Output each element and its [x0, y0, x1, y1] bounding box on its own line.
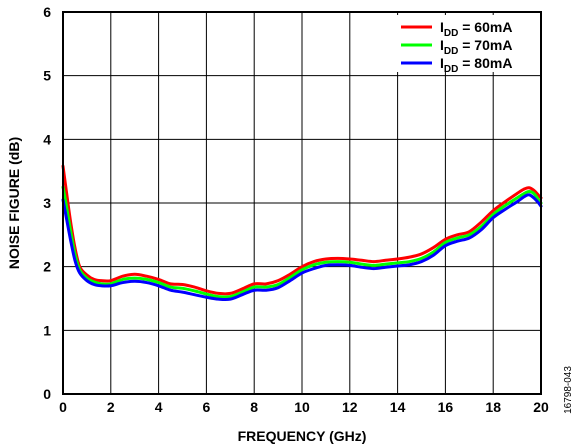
series-lines: [61, 164, 543, 302]
y-tick-label: 2: [43, 259, 51, 275]
legend-label-3: IDD = 80mA: [440, 55, 512, 75]
legend-label-subscript: DD: [444, 46, 458, 57]
x-axis-title: FREQUENCY (GHz): [238, 428, 367, 444]
x-tick-label: 2: [107, 399, 115, 415]
y-tick-label: 0: [43, 386, 51, 402]
x-tick-label: 6: [203, 399, 211, 415]
y-tick-label: 1: [43, 322, 51, 338]
x-tick-label: 10: [294, 399, 310, 415]
figure-id-label: 16798-043: [563, 366, 574, 414]
x-tick-label: 12: [342, 399, 358, 415]
legend-label-1: IDD = 60mA: [440, 19, 512, 39]
x-tick-label: 20: [533, 399, 549, 415]
series-line-1: [61, 164, 543, 296]
y-tick-label: 6: [43, 4, 51, 20]
legend-label-value: = 60mA: [458, 19, 512, 35]
x-tick-label: 4: [155, 399, 163, 415]
x-tick-labels: 0 2 4 6 8 10 12 14 16 18 20: [59, 399, 549, 415]
x-tick-label: 0: [59, 399, 67, 415]
y-axis-title: NOISE FIGURE (dB): [6, 137, 22, 269]
y-tick-labels: 0 1 2 3 4 5 6: [43, 4, 51, 402]
legend-label-subscript: DD: [444, 28, 458, 39]
y-tick-label: 4: [43, 131, 51, 147]
legend-label-2: IDD = 70mA: [440, 37, 512, 57]
series-line-3: [61, 193, 543, 302]
x-tick-label: 14: [390, 399, 406, 415]
legend-label-main: I: [440, 55, 444, 71]
x-tick-label: 16: [438, 399, 454, 415]
legend-label-main: I: [440, 19, 444, 35]
plot-frame: [62, 11, 542, 395]
series-line-2: [61, 185, 543, 299]
legend-label-value: = 70mA: [458, 37, 512, 53]
x-tick-label: 18: [485, 399, 501, 415]
y-tick-label: 5: [43, 68, 51, 84]
legend-label-main: I: [440, 37, 444, 53]
legend-label-subscript: DD: [444, 64, 458, 75]
legend-label-value: = 80mA: [458, 55, 512, 71]
y-tick-label: 3: [43, 195, 51, 211]
x-tick-label: 8: [250, 399, 258, 415]
